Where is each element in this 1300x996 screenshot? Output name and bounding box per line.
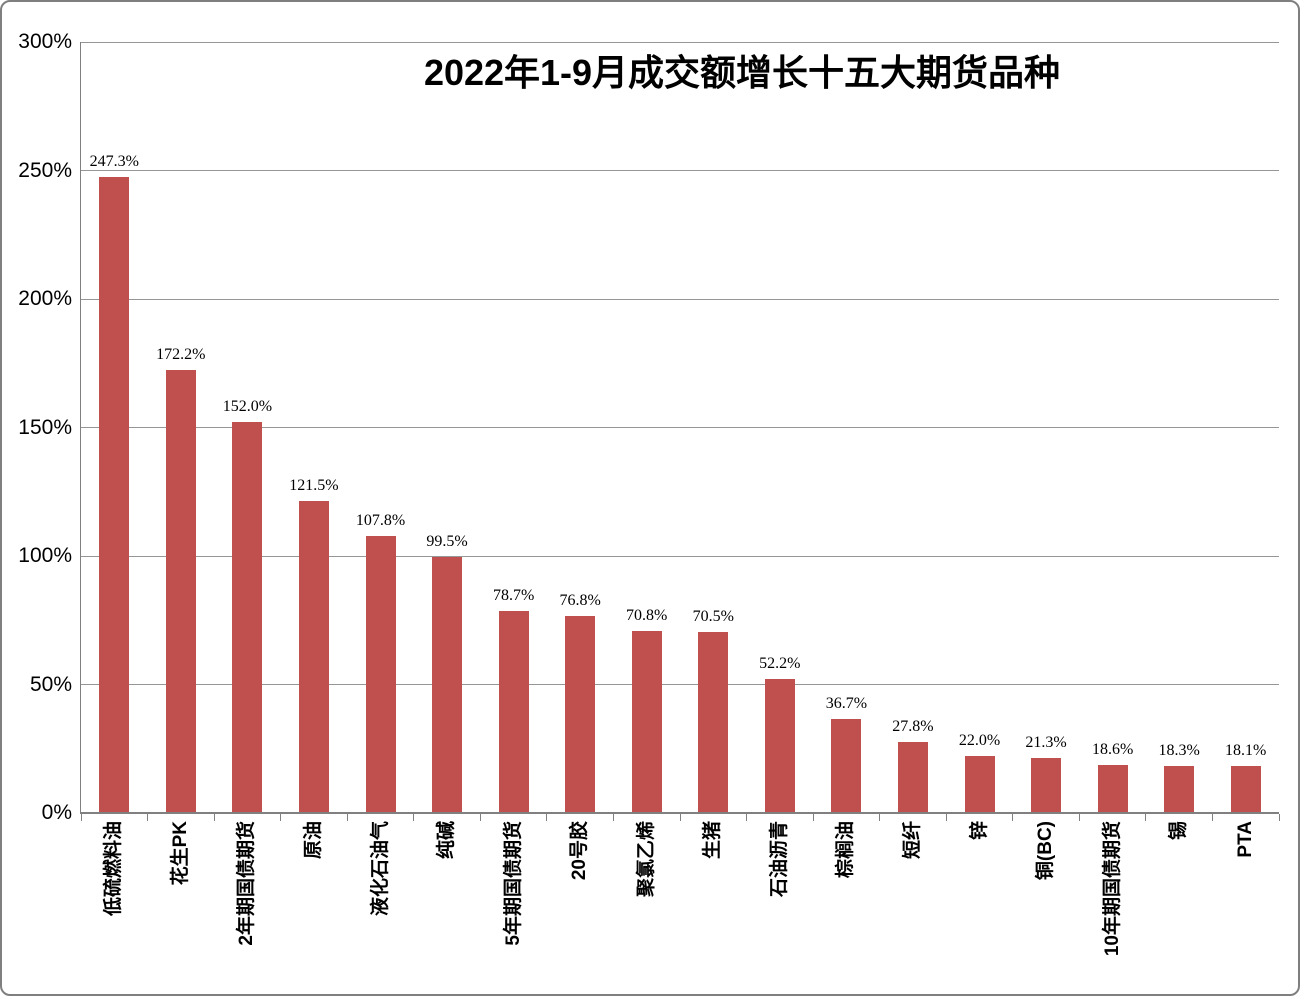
- y-axis-tick-label: 150%: [18, 415, 72, 439]
- y-axis-tick-label: 250%: [18, 158, 72, 182]
- bar-value-label: 18.1%: [1225, 742, 1267, 760]
- bar-value-label: 36.7%: [825, 694, 868, 712]
- bar: [232, 422, 263, 812]
- bar: [298, 500, 329, 812]
- bar: [565, 615, 596, 812]
- x-axis-tick: [479, 814, 481, 821]
- x-axis-tick: [546, 814, 548, 821]
- bar-value-label: 107.8%: [355, 511, 406, 529]
- x-axis-tick: [80, 814, 82, 821]
- category-label: PTA: [1234, 821, 1256, 858]
- bar: [631, 631, 662, 812]
- x-axis-tick: [213, 814, 215, 821]
- category-label: 锡: [1168, 821, 1190, 841]
- bar-value-label: 52.2%: [759, 654, 801, 672]
- bar: [165, 370, 196, 812]
- bar-value-label: 172.2%: [156, 346, 206, 364]
- x-axis-tick: [1145, 814, 1147, 821]
- x-axis-tick: [945, 814, 947, 821]
- x-axis-tick: [879, 814, 881, 821]
- bar-value-label: 18.3%: [1158, 741, 1200, 759]
- category-label: 棕榈油: [835, 821, 857, 879]
- bar-value-label: 70.8%: [626, 607, 668, 625]
- x-axis-line: [80, 812, 1279, 814]
- bar: [897, 741, 928, 812]
- x-axis-tick: [1012, 814, 1014, 821]
- bar-value-label: 247.3%: [89, 153, 139, 171]
- category-label: 聚氯乙烯: [635, 821, 657, 898]
- y-axis-tick-label: 0%: [41, 801, 72, 824]
- bar: [99, 177, 130, 812]
- gridline: [81, 427, 1279, 428]
- category-label: 2年期国债期货: [236, 821, 258, 946]
- bar: [365, 535, 396, 812]
- gridline: [81, 170, 1279, 171]
- bar: [1097, 765, 1128, 812]
- category-label: 锌: [968, 821, 990, 841]
- bar: [698, 631, 729, 812]
- bar: [1164, 765, 1195, 812]
- bar-value-label: 121.5%: [289, 476, 339, 494]
- y-axis-tick-label: 300%: [18, 30, 72, 53]
- x-axis-tick: [679, 814, 681, 821]
- bar: [1230, 766, 1261, 812]
- bar-value-label: 18.6%: [1091, 741, 1134, 759]
- gridline: [81, 41, 1279, 43]
- category-label: 10年期国债期货: [1101, 821, 1123, 957]
- category-label: 铜(BC): [1035, 821, 1057, 881]
- bar-value-label: 70.5%: [692, 607, 734, 625]
- gridline: [81, 684, 1279, 685]
- category-label: 低硫燃料油: [103, 821, 125, 917]
- x-axis-tick: [746, 814, 748, 821]
- y-axis-tick-label: 100%: [18, 544, 72, 567]
- bar-value-label: 152.0%: [222, 398, 273, 416]
- y-axis-tick-label: 50%: [29, 672, 72, 696]
- chart-title: 2022年1-9月成交额增长十五大期货品种: [423, 52, 1061, 93]
- x-axis-tick: [1078, 814, 1080, 821]
- bar-value-label: 78.7%: [492, 586, 535, 604]
- bar: [764, 678, 795, 812]
- x-axis-tick: [413, 814, 415, 821]
- bar-value-label: 21.3%: [1025, 734, 1067, 752]
- x-axis-tick: [1211, 814, 1213, 821]
- x-axis-tick: [280, 814, 282, 821]
- bar-value-label: 76.8%: [559, 591, 601, 609]
- category-label: 生猪: [702, 821, 724, 860]
- category-label: 5年期国债期货: [502, 821, 524, 946]
- category-label: 纯碱: [436, 821, 458, 860]
- category-label: 石油沥青: [768, 821, 790, 898]
- category-label: 花生PK: [169, 821, 191, 886]
- bar-value-label: 27.8%: [892, 717, 934, 735]
- x-axis-tick: [147, 814, 149, 821]
- bar: [1031, 758, 1062, 812]
- y-axis-tick-label: 200%: [18, 287, 72, 310]
- gridline: [81, 555, 1279, 557]
- category-label: 原油: [302, 821, 324, 860]
- category-label: 20号胶: [569, 821, 591, 881]
- category-label: 液化石油气: [369, 821, 391, 917]
- bar-value-label: 99.5%: [426, 533, 468, 551]
- x-axis-tick: [1278, 814, 1280, 821]
- x-axis-tick: [346, 814, 348, 821]
- bar: [964, 756, 995, 812]
- bar-value-label: 22.0%: [958, 732, 1001, 750]
- x-axis-tick: [812, 814, 814, 821]
- y-axis-line: [80, 42, 81, 813]
- gridline: [81, 298, 1279, 300]
- x-axis-tick: [612, 814, 614, 821]
- bar: [831, 718, 862, 812]
- category-label: 短纤: [901, 821, 923, 860]
- bar: [432, 557, 463, 812]
- bar: [498, 610, 529, 812]
